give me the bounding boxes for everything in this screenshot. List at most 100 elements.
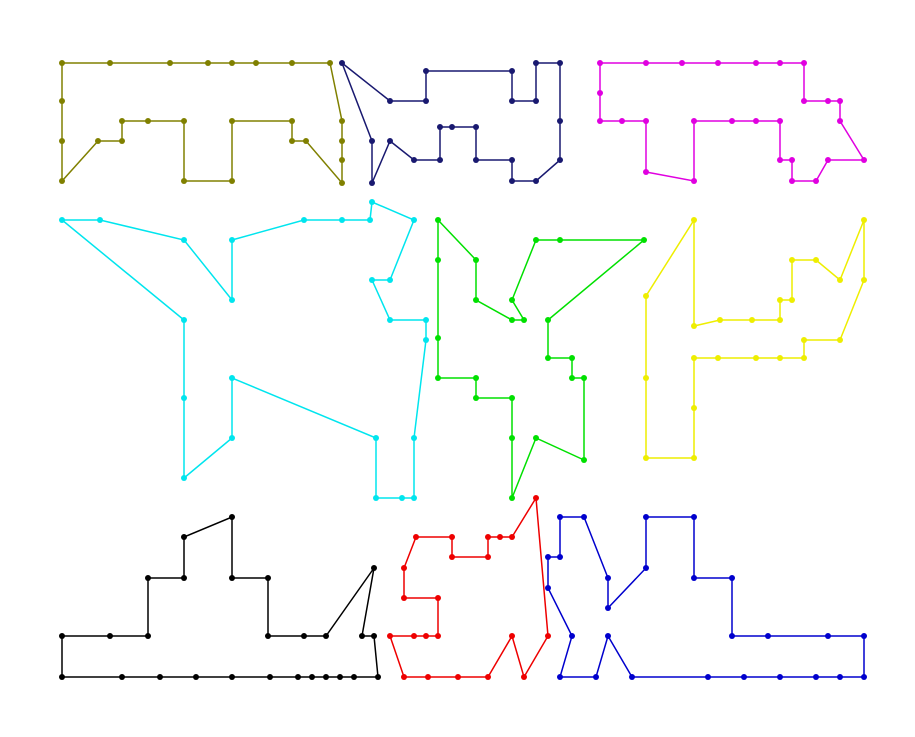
red-vertex-11: [485, 534, 491, 540]
cyan-vertex-19: [373, 435, 379, 441]
yellow-polygon-outline: [645, 217, 865, 459]
magenta-vertex-26: [597, 90, 603, 96]
navy-vertex-18: [437, 157, 443, 163]
yellow-vertex-11: [861, 277, 867, 283]
black-vertex-24: [157, 674, 163, 680]
yellow-vertex-16: [753, 355, 759, 361]
magenta-vertex-3: [715, 60, 721, 66]
green-vertex-5: [509, 297, 515, 303]
yellow-vertex-2: [717, 317, 723, 323]
blue-vertex-13: [825, 633, 831, 639]
yellow-vertex-10: [861, 217, 867, 223]
magenta-vertex-12: [825, 157, 831, 163]
magenta-vertex-8: [825, 98, 831, 104]
navy-vertex-7: [533, 60, 539, 66]
blue-vertex-24: [557, 674, 563, 680]
blue-polygon-group: [545, 514, 867, 680]
cyan-vertex-18: [373, 495, 379, 501]
green-vertex-13: [581, 375, 587, 381]
navy-vertex-1: [387, 98, 393, 104]
green-vertex-14: [581, 457, 587, 463]
magenta-vertex-23: [643, 118, 649, 124]
black-vertex-22: [229, 674, 235, 680]
blue-vertex-0: [545, 554, 551, 560]
green-vertex-8: [641, 237, 647, 243]
black-vertex-4: [181, 575, 187, 581]
cyan-polygon-group: [59, 199, 429, 501]
red-vertex-7: [545, 633, 551, 639]
olive-vertex-16: [229, 178, 235, 184]
magenta-vertex-21: [691, 178, 697, 184]
cyan-vertex-8: [369, 199, 375, 205]
magenta-vertex-9: [837, 98, 843, 104]
green-vertex-20: [473, 375, 479, 381]
yellow-vertex-13: [801, 337, 807, 343]
blue-vertex-12: [765, 633, 771, 639]
green-vertex-3: [509, 317, 515, 323]
black-vertex-20: [295, 674, 301, 680]
red-vertex-6: [521, 674, 527, 680]
olive-vertex-12: [303, 138, 309, 144]
green-vertex-0: [435, 217, 441, 223]
black-vertex-17: [337, 674, 343, 680]
cyan-vertex-5: [301, 217, 307, 223]
black-vertex-25: [119, 674, 125, 680]
black-polygon-group: [59, 514, 381, 680]
red-vertex-1: [401, 674, 407, 680]
cyan-vertex-1: [97, 217, 103, 223]
navy-vertex-21: [369, 180, 375, 186]
blue-vertex-22: [605, 633, 611, 639]
magenta-vertex-15: [789, 157, 795, 163]
red-vertex-13: [449, 554, 455, 560]
blue-vertex-4: [605, 575, 611, 581]
magenta-vertex-13: [813, 178, 819, 184]
black-vertex-5: [181, 534, 187, 540]
navy-vertex-0: [339, 60, 345, 66]
blue-vertex-7: [643, 514, 649, 520]
red-vertex-9: [509, 534, 515, 540]
navy-vertex-8: [557, 60, 563, 66]
yellow-vertex-0: [691, 217, 697, 223]
blue-vertex-6: [643, 565, 649, 571]
olive-vertex-6: [289, 60, 295, 66]
black-vertex-23: [193, 674, 199, 680]
cyan-vertex-16: [411, 495, 417, 501]
blue-vertex-23: [593, 674, 599, 680]
cyan-vertex-22: [181, 475, 187, 481]
black-vertex-3: [145, 575, 151, 581]
cyan-vertex-10: [387, 277, 393, 283]
cyan-vertex-11: [369, 277, 375, 283]
olive-vertex-5: [253, 60, 259, 66]
red-vertex-10: [497, 534, 503, 540]
red-vertex-18: [435, 595, 441, 601]
green-vertex-11: [569, 355, 575, 361]
black-vertex-19: [309, 674, 315, 680]
red-vertex-3: [455, 674, 461, 680]
cyan-vertex-13: [423, 317, 429, 323]
black-vertex-14: [371, 633, 377, 639]
blue-vertex-1: [557, 554, 563, 560]
navy-polygon-group: [339, 60, 563, 186]
olive-vertex-0: [59, 60, 65, 66]
navy-vertex-2: [423, 98, 429, 104]
yellow-vertex-23: [643, 293, 649, 299]
cyan-vertex-20: [229, 375, 235, 381]
red-vertex-5: [509, 633, 515, 639]
red-vertex-2: [425, 674, 431, 680]
blue-vertex-10: [729, 575, 735, 581]
red-vertex-0: [387, 633, 393, 639]
black-vertex-7: [229, 575, 235, 581]
green-vertex-7: [557, 237, 563, 243]
navy-vertex-11: [533, 178, 539, 184]
green-vertex-15: [533, 435, 539, 441]
blue-vertex-9: [691, 575, 697, 581]
navy-vertex-4: [509, 68, 515, 74]
red-vertex-4: [485, 674, 491, 680]
cyan-vertex-9: [411, 217, 417, 223]
blue-vertex-17: [813, 674, 819, 680]
blue-vertex-16: [837, 674, 843, 680]
olive-vertex-7: [327, 60, 333, 66]
green-vertex-1: [473, 257, 479, 263]
magenta-vertex-5: [777, 60, 783, 66]
